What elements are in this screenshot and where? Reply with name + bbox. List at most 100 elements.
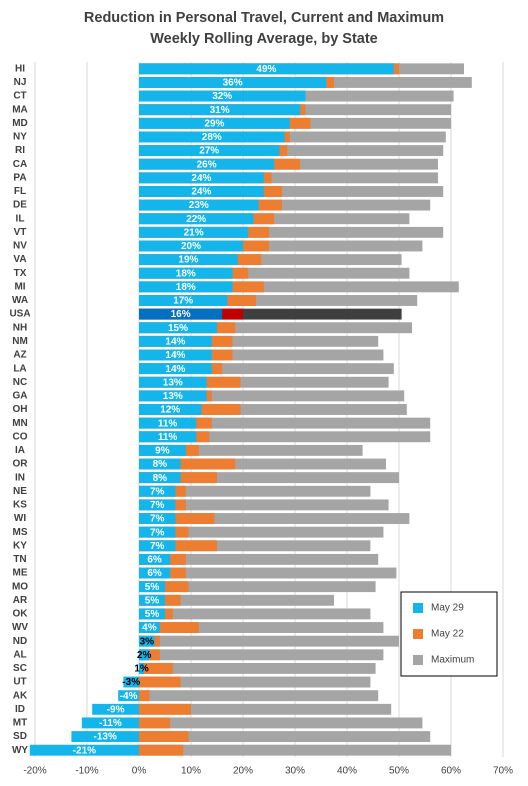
x-tick-label: 50% [389, 766, 409, 777]
data-label: -9% [107, 704, 125, 715]
y-tick-label: RI [15, 145, 25, 156]
bar [139, 485, 371, 497]
legend-swatch [413, 603, 423, 613]
data-label: 32% [212, 91, 232, 102]
y-tick-label: KY [13, 540, 27, 551]
x-tick-label: 10% [181, 766, 201, 777]
y-tick-label: TX [14, 268, 27, 279]
bar [139, 376, 207, 388]
data-label: 7% [150, 527, 165, 538]
y-tick-label: ND [13, 636, 27, 647]
y-tick-label: MI [14, 281, 25, 292]
bar [139, 458, 386, 470]
bar [139, 363, 394, 375]
bar [139, 649, 150, 661]
bar [139, 594, 334, 606]
y-tick-label: NC [13, 377, 27, 388]
bar [139, 226, 249, 238]
bar [139, 322, 412, 334]
bar [139, 444, 186, 456]
bar [139, 322, 217, 334]
bar [29, 744, 139, 756]
y-tick-label: DE [13, 200, 27, 211]
bar [139, 472, 181, 484]
bar [139, 131, 285, 143]
bar [139, 553, 171, 565]
bar [81, 717, 139, 729]
bar [139, 226, 444, 238]
data-label: 18% [176, 268, 196, 279]
bar [139, 662, 376, 674]
y-tick-label: HI [15, 63, 25, 74]
data-label: 4% [142, 623, 157, 634]
y-tick-label: VT [14, 227, 27, 238]
data-label: -11% [99, 718, 122, 729]
y-tick-label: CT [13, 91, 26, 102]
bar [118, 690, 139, 702]
bar [139, 717, 171, 729]
bar [139, 281, 459, 293]
legend-label: May 29 [431, 603, 464, 614]
data-label: 5% [145, 582, 160, 593]
bar [71, 731, 139, 743]
bar [139, 335, 212, 347]
data-label: 12% [160, 405, 180, 416]
bar [139, 404, 407, 415]
y-tick-label: ID [15, 704, 25, 715]
bar [139, 513, 410, 524]
bar [139, 594, 165, 606]
y-tick-label: MS [13, 527, 28, 538]
data-label: 1% [134, 664, 149, 675]
data-label: 14% [165, 337, 185, 348]
y-tick-label: IN [15, 472, 25, 483]
x-tick-label: 20% [233, 766, 253, 777]
bar [139, 622, 384, 633]
data-label: 5% [145, 609, 160, 620]
y-tick-label: USA [9, 309, 30, 320]
bar [139, 635, 399, 647]
bar [139, 731, 189, 743]
legend-label: Maximum [431, 655, 474, 666]
bar [139, 186, 264, 197]
y-tick-label: WY [12, 745, 28, 756]
bar [139, 76, 327, 88]
y-tick-label: KS [13, 500, 27, 511]
data-label: 19% [178, 255, 198, 266]
bar [139, 335, 379, 347]
bar [139, 172, 438, 184]
bar [139, 404, 202, 415]
bar [139, 254, 402, 266]
bar [139, 431, 431, 443]
bar [139, 376, 389, 388]
y-tick-label: MT [13, 718, 27, 729]
bar [139, 662, 173, 674]
y-tick-label: MO [12, 581, 28, 592]
bar [139, 417, 197, 429]
bar [139, 649, 384, 661]
bar [139, 485, 176, 497]
data-label: 11% [158, 432, 178, 443]
data-label: 36% [223, 78, 243, 89]
bar [139, 417, 431, 429]
bar [139, 131, 446, 143]
bar [139, 690, 379, 702]
y-tick-label: NM [12, 336, 28, 347]
bar [139, 308, 402, 320]
bar [139, 608, 371, 620]
bar [139, 267, 233, 279]
data-label: 9% [155, 446, 170, 457]
bar [139, 349, 212, 361]
data-label: 7% [150, 500, 165, 511]
data-label: 24% [191, 173, 211, 184]
data-label: 20% [181, 241, 201, 252]
bar [139, 390, 405, 402]
bar [139, 622, 160, 633]
y-tick-label: ME [13, 568, 28, 579]
data-label: 3% [140, 636, 155, 647]
y-tick-label: AK [13, 690, 28, 701]
bar [139, 199, 431, 211]
x-tick-label: 0% [132, 766, 147, 777]
bar [139, 690, 150, 702]
bar [139, 145, 280, 157]
data-label: 28% [202, 132, 222, 143]
